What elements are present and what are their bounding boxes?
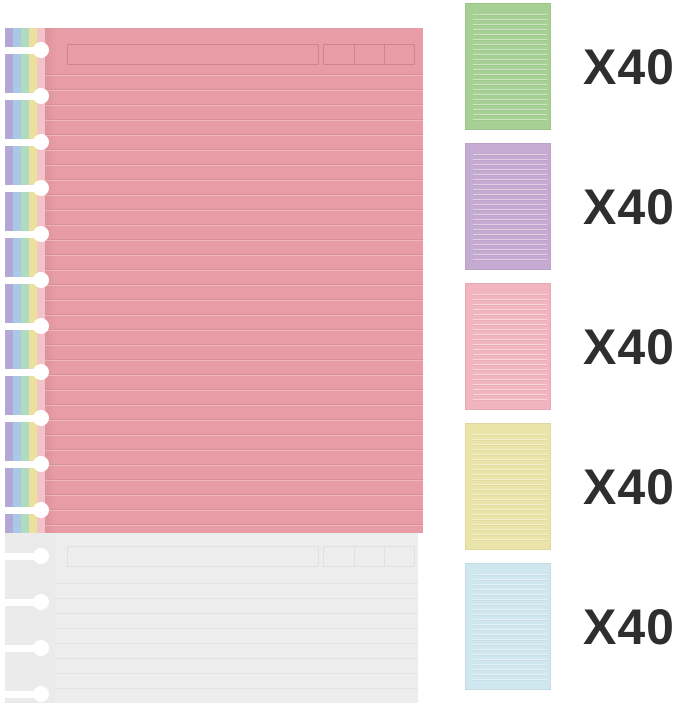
- binder-ring-knob: [33, 318, 49, 334]
- binder-ring: [0, 272, 49, 288]
- page-date-box: [323, 546, 415, 567]
- swatch-ruled-lines: [473, 571, 547, 684]
- swatch-ruled-lines: [473, 431, 547, 544]
- ruled-lines: [55, 577, 418, 703]
- swatch-row-green: X40: [465, 3, 675, 130]
- binder-ring: [0, 42, 49, 58]
- page-title-box: [67, 546, 319, 567]
- swatch-row-yellow: X40: [465, 423, 675, 550]
- binder-ring: [0, 88, 49, 104]
- date-box-divider: [384, 547, 385, 566]
- swatch-row-purple: X40: [465, 143, 675, 270]
- binder-ring: [0, 180, 49, 196]
- notebook: [0, 0, 423, 703]
- binder-ring-knob: [33, 594, 49, 610]
- swatch-ruled-lines: [473, 11, 547, 124]
- binder-ring-knob: [33, 410, 49, 426]
- paper-swatch-blue: [465, 563, 551, 690]
- paper-swatch-purple: [465, 143, 551, 270]
- binder-ring: [0, 456, 49, 472]
- count-label: X40: [583, 318, 675, 375]
- binder-ring: [0, 410, 49, 426]
- binder-ring: [0, 686, 49, 702]
- top-page-pink: [45, 28, 423, 533]
- paper-swatch-yellow: [465, 423, 551, 550]
- ruled-lines: [45, 68, 423, 529]
- white-page-edge-stack: [5, 533, 56, 703]
- count-label: X40: [583, 178, 675, 235]
- bottom-page-white: [55, 533, 418, 703]
- binder-ring-knob: [33, 548, 49, 564]
- page-date-box: [323, 44, 415, 65]
- binder-ring-knob: [33, 226, 49, 242]
- binder-ring-knob: [33, 88, 49, 104]
- count-label: X40: [583, 458, 675, 515]
- paper-swatch-pink: [465, 283, 551, 410]
- binder-ring: [0, 318, 49, 334]
- swatch-ruled-lines: [473, 151, 547, 264]
- binder-ring-knob: [33, 456, 49, 472]
- count-label: X40: [583, 598, 675, 655]
- binder-ring-knob: [33, 180, 49, 196]
- page-title-box: [67, 44, 319, 65]
- binder-ring-knob: [33, 502, 49, 518]
- swatch-row-pink: X40: [465, 283, 675, 410]
- binder-ring: [0, 364, 49, 380]
- binder-ring: [0, 134, 49, 150]
- swatch-ruled-lines: [473, 291, 547, 404]
- binder-ring-knob: [33, 640, 49, 656]
- swatch-row-blue: X40: [465, 563, 675, 690]
- binder-ring: [0, 594, 49, 610]
- date-box-divider: [384, 45, 385, 64]
- date-box-divider: [354, 45, 355, 64]
- binder-ring: [0, 502, 49, 518]
- binder-ring-knob: [33, 364, 49, 380]
- binder-ring: [0, 548, 49, 564]
- binder-ring-knob: [33, 42, 49, 58]
- binder-rings: [0, 0, 60, 703]
- date-box-divider: [354, 547, 355, 566]
- binder-ring-knob: [33, 272, 49, 288]
- binder-ring-knob: [33, 686, 49, 702]
- paper-swatch-green: [465, 3, 551, 130]
- count-label: X40: [583, 38, 675, 95]
- binder-ring-knob: [33, 134, 49, 150]
- binder-ring: [0, 640, 49, 656]
- binder-ring: [0, 226, 49, 242]
